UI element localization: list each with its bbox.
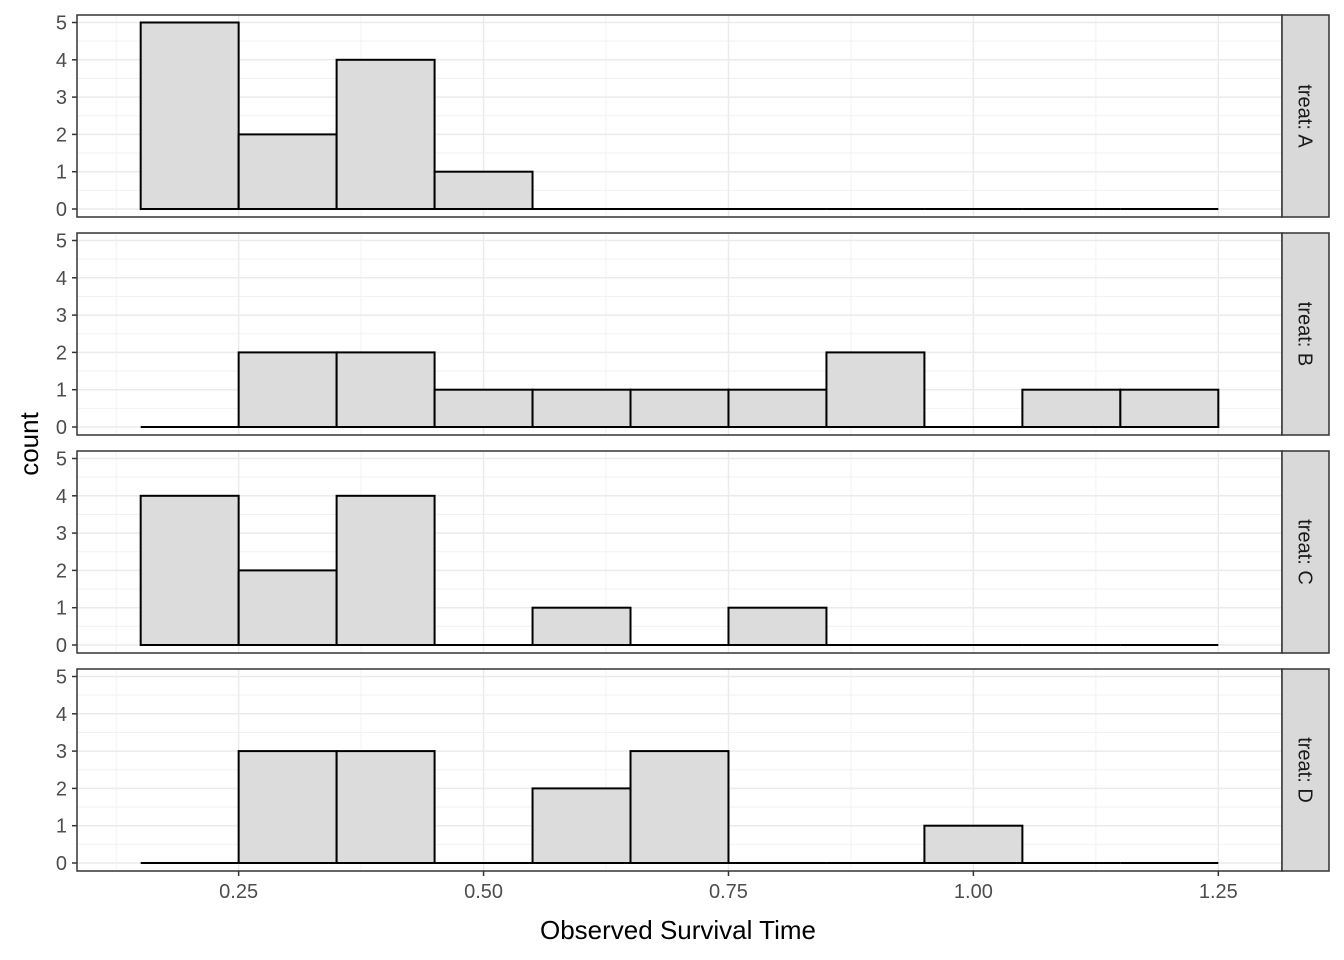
histogram-bar [335,351,436,428]
panels-layer: 0 1 2 3 4 5 treat: A 0 1 2 3 4 5 treat: B 0 1 2 3 4 5 treat:… [56,13,1330,875]
histogram-bar [531,606,632,647]
y-tick-label: 0 [56,635,67,657]
x-tick-label: 1.25 [1199,881,1238,903]
facet-panel: 0 1 2 3 4 5 treat: A [56,13,1330,221]
facet-panel: 0 1 2 3 4 5 treat: C [56,449,1330,657]
histogram-bar [335,494,436,646]
y-tick-label: 2 [56,560,67,582]
histogram-bar [139,494,240,646]
x-tick-label: 0.50 [464,881,503,903]
histogram-bar [531,787,632,865]
y-tick-label: 1 [56,162,67,184]
histogram-bar [727,606,828,647]
y-tick-label: 3 [56,87,67,109]
y-tick-label: 5 [56,231,67,253]
histogram-bar [923,824,1024,865]
y-tick-label: 1 [56,598,67,620]
histogram-bar [237,569,338,647]
facet-panel: 0 1 2 3 4 5 treat: B [56,231,1330,439]
facet-strip [1281,450,1330,654]
histogram-bar [825,351,926,428]
histogram-bar [433,170,534,210]
histogram-bar [237,351,338,428]
y-tick-label: 3 [56,741,67,763]
y-tick-label: 5 [56,449,67,471]
y-tick-label: 1 [56,816,67,838]
y-tick-label: 0 [56,853,67,875]
y-tick-label: 3 [56,305,67,327]
facet-panel: 0 1 2 3 4 5 treat: D [56,667,1330,875]
histogram-bar [433,388,534,429]
facet-strip-label: treat: B [1294,302,1316,366]
facet-strip-label: treat: C [1294,519,1316,585]
y-tick-label: 4 [56,50,67,72]
y-tick-label: 5 [56,13,67,35]
facet-strip-label: treat: A [1294,84,1316,148]
y-tick-label: 3 [56,523,67,545]
histogram-bar [335,58,436,210]
y-tick-label: 0 [56,417,67,439]
x-tick-label: 1.00 [954,881,993,903]
histogram-bar [237,133,338,210]
y-tick-label: 2 [56,124,67,146]
y-axis-title: count [14,411,44,475]
histogram-bar [1119,388,1220,429]
x-tick-label: 0.75 [709,881,748,903]
y-tick-label: 1 [56,380,67,402]
y-tick-label: 2 [56,342,67,364]
facet-strip [1281,668,1330,872]
y-tick-label: 4 [56,486,67,508]
histogram-bar [727,388,828,429]
histogram-bar [139,21,240,210]
facet-strip [1281,14,1330,218]
histogram-bar [629,750,730,864]
histogram-bar [1021,388,1122,429]
histogram-bar [237,750,338,864]
y-tick-label: 2 [56,778,67,800]
x-axis: 0.25 0.50 0.75 1.00 1.25 [219,871,1238,903]
y-tick-label: 4 [56,268,67,290]
histogram-bar [335,750,436,864]
y-tick-label: 0 [56,199,67,221]
histogram-bar [629,388,730,429]
y-tick-label: 5 [56,667,67,689]
histogram-bar [531,388,632,429]
x-axis-title: Observed Survival Time [540,915,816,945]
y-tick-label: 4 [56,704,67,726]
facet-strip-label: treat: D [1294,737,1316,803]
facet-strip [1281,232,1330,436]
x-tick-label: 0.25 [219,881,258,903]
